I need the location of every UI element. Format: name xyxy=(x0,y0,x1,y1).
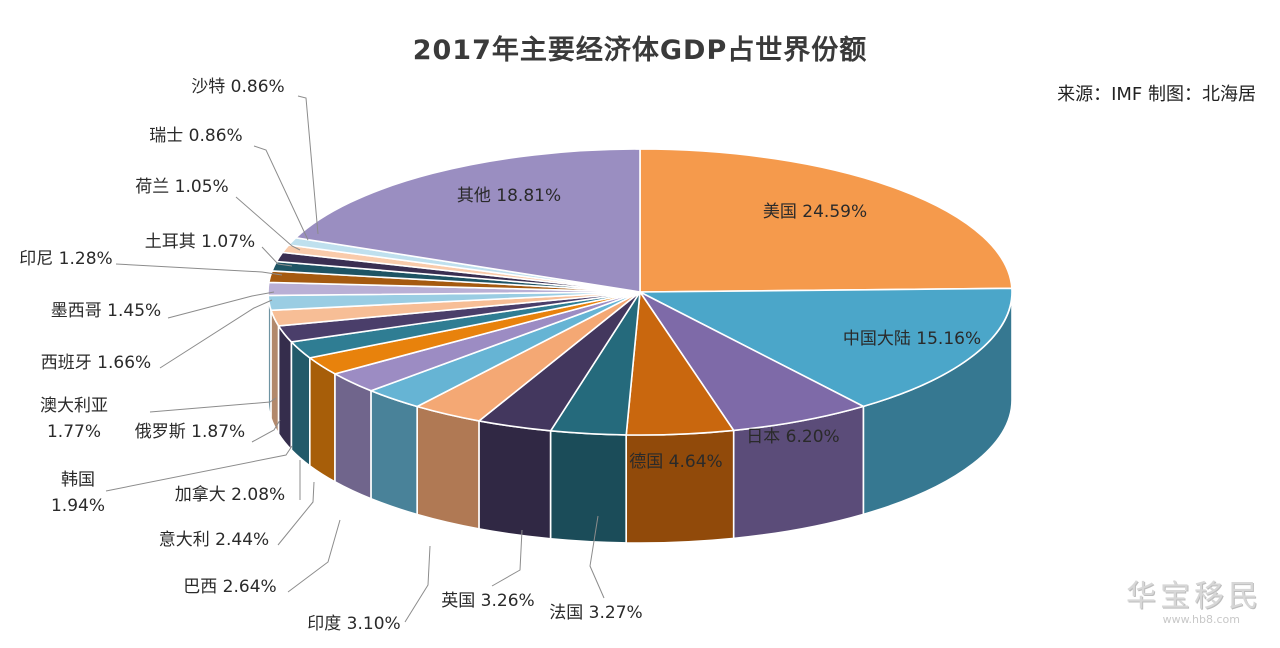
slice-19-leader xyxy=(297,95,319,235)
slice-6-side xyxy=(416,405,480,530)
slice-10-label: 韩国 1.94% xyxy=(51,470,105,516)
slice-12-label-line: 1.77% xyxy=(47,422,101,442)
slice-11-side xyxy=(277,323,293,452)
chart-title: 2017年主要经济体GDP占世界份额 xyxy=(412,35,868,66)
slice-9-label: 加拿大 2.08% xyxy=(175,484,285,505)
slice-20-label: 其他 18.81% xyxy=(457,186,561,206)
slice-19-label: 沙特 0.86% xyxy=(191,77,284,97)
slice-1-label: 中国大陆 15.16% xyxy=(843,329,981,349)
slice-16-label: 土耳其 1.07% xyxy=(145,232,255,252)
slice-12-label: 澳大利亚 1.77% xyxy=(40,396,108,442)
slice-11-label: 俄罗斯 1.87% xyxy=(135,422,245,442)
slice-16-leader xyxy=(261,246,293,267)
slice-4-label: 法国 3.27% xyxy=(549,603,642,623)
slice-13-leader xyxy=(159,299,273,369)
slice-2-label: 日本 6.20% xyxy=(746,427,839,447)
slice-8-side xyxy=(334,372,372,500)
watermark: 华宝移民 www.hb8.com xyxy=(1126,571,1262,626)
slice-5-label: 英国 3.26% xyxy=(441,591,534,611)
slice-0-label: 美国 24.59% xyxy=(763,202,867,222)
slice-8-leader xyxy=(277,481,315,546)
slice-17-label: 荷兰 1.05% xyxy=(135,177,228,197)
slice-12-label-line: 澳大利亚 xyxy=(40,396,108,416)
slice-10-leader xyxy=(105,445,293,492)
slice-10-label-line: 1.94% xyxy=(51,496,105,516)
slice-7-leader xyxy=(287,519,341,593)
slice-0-top xyxy=(639,148,1013,293)
slice-17-leader xyxy=(235,196,301,251)
slice-6-label: 印度 3.10% xyxy=(307,614,400,634)
slice-5-side xyxy=(478,419,552,540)
slice-1-top xyxy=(639,287,1013,408)
slice-12-leader xyxy=(149,397,277,413)
slice-8-label: 意大利 2.44% xyxy=(159,530,269,550)
slice-18-leader xyxy=(253,145,309,241)
slice-14-label: 墨西哥 1.45% xyxy=(51,301,161,321)
slice-18-label: 瑞士 0.86% xyxy=(149,126,242,146)
slice-9-side xyxy=(309,356,336,484)
slice-14-leader xyxy=(167,291,275,319)
slice-10-label-line: 韩国 xyxy=(61,470,95,490)
slice-12-side xyxy=(270,310,280,437)
slice-13-label: 西班牙 1.66% xyxy=(41,353,151,373)
slice-15-label: 印尼 1.28% xyxy=(19,249,112,269)
watermark-url: www.hb8.com xyxy=(1162,613,1240,626)
slice-5-leader xyxy=(491,529,523,587)
slice-2-top xyxy=(639,291,866,432)
slice-10-side xyxy=(290,339,311,468)
slice-3-label: 德国 4.64% xyxy=(629,452,722,472)
slice-20-top xyxy=(294,148,641,293)
slice-7-label: 巴西 2.64% xyxy=(183,577,276,597)
watermark-text: 华宝移民 xyxy=(1126,579,1262,614)
slice-4-side xyxy=(549,429,628,544)
slice-3-side xyxy=(625,429,735,544)
slice-7-side xyxy=(370,389,419,516)
slice-4-leader xyxy=(589,515,605,599)
chart-source: 来源：IMF 制图：北海居 xyxy=(1057,84,1256,105)
slice-11-leader xyxy=(251,419,281,443)
slice-15-leader xyxy=(115,263,283,276)
slice-6-leader xyxy=(404,545,431,623)
